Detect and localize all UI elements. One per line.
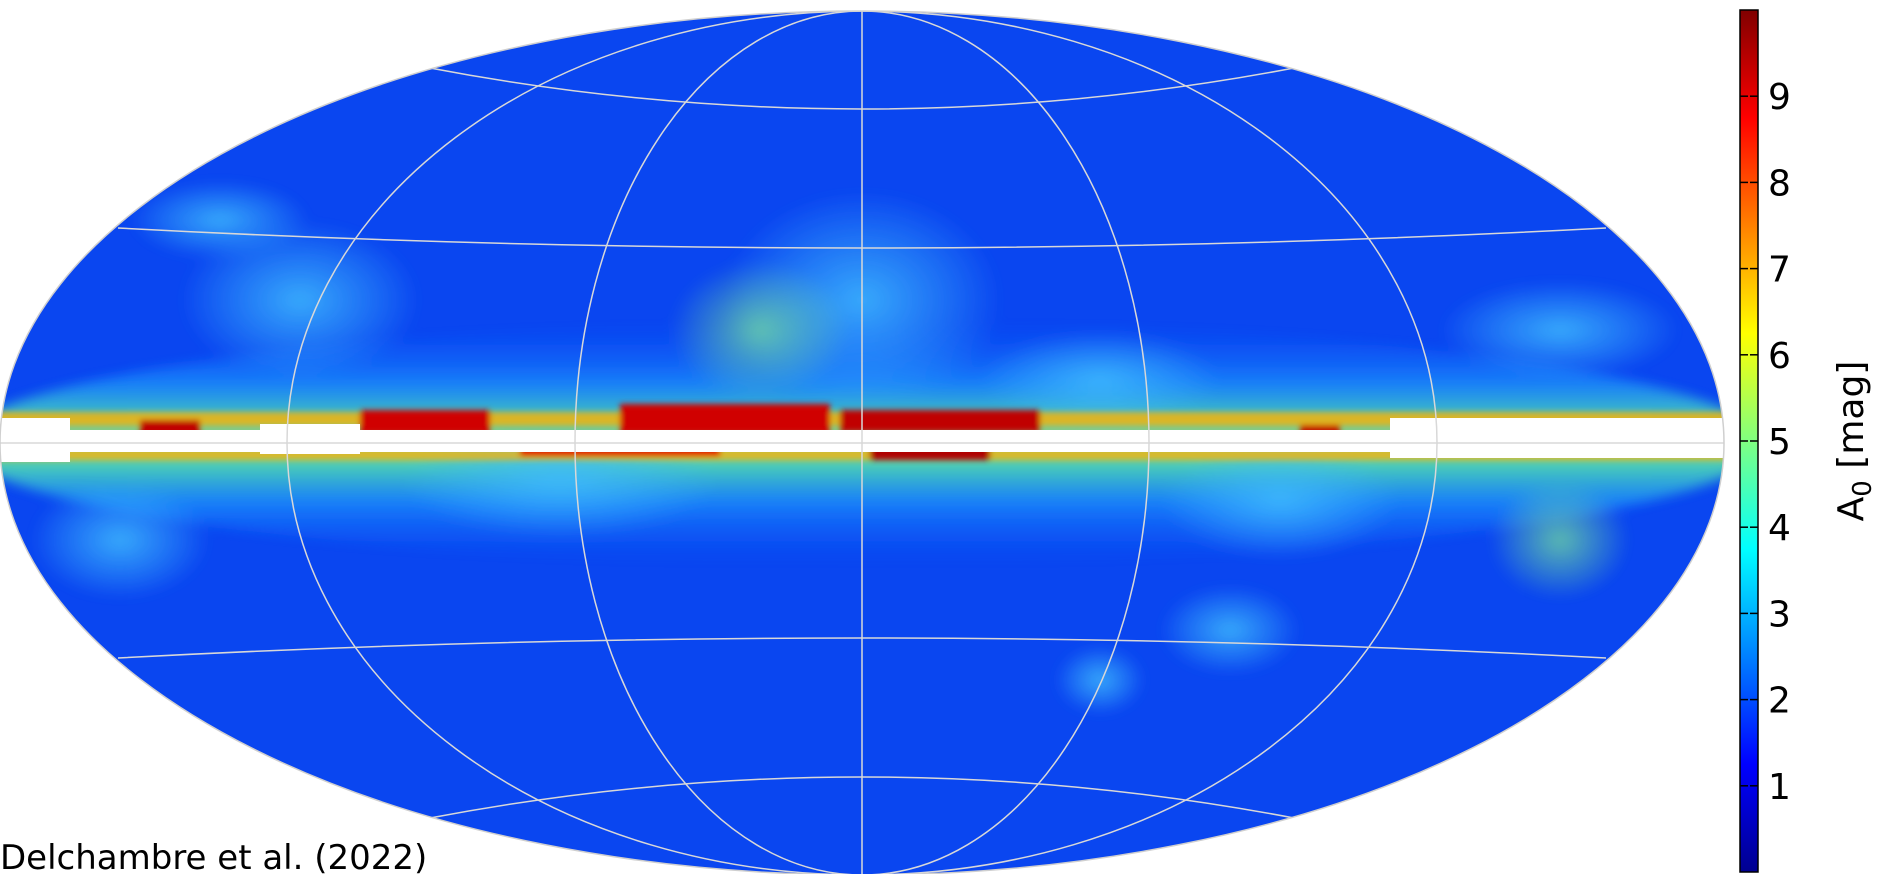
colorbar-tick-label-2: 2 [1768,681,1791,722]
colorbar-tick-label-8: 8 [1768,163,1791,204]
graticule [0,11,1724,874]
colorbar-tick-label-4: 4 [1768,508,1791,549]
colorbar-tick-label-6: 6 [1768,336,1791,377]
colorbar-tick-label-1: 1 [1768,767,1791,808]
colorbar-tick-label-3: 3 [1768,594,1791,635]
colorbar-title: A0 [mag] [1831,361,1878,522]
extinction-sky-map [0,10,1725,874]
sky-map-image [0,11,1724,874]
colorbar: 1 2 3 4 5 6 7 8 9 A0 [mag] [1739,9,1878,873]
credit-text: Delchambre et al. (2022) [0,838,428,878]
colorbar-tick-label-5: 5 [1768,422,1791,463]
colorbar-tick-label-9: 9 [1768,77,1791,118]
colorbar-tick-label-7: 7 [1768,250,1791,291]
